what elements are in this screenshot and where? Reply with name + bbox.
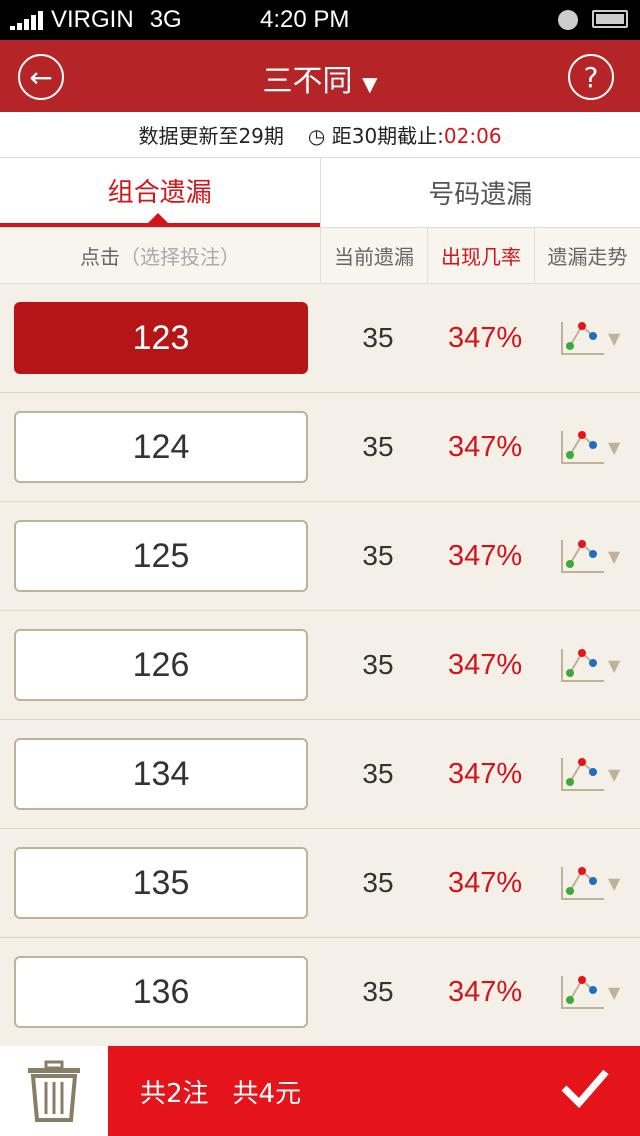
trend-button[interactable]: ▼ — [560, 538, 620, 574]
trend-button[interactable]: ▼ — [560, 647, 620, 683]
number-button[interactable]: 136 — [14, 956, 308, 1028]
countdown: 02:06 — [443, 124, 502, 148]
number-button[interactable]: 135 — [14, 847, 308, 919]
carrier: VIRGIN — [51, 6, 134, 33]
col-select-hint: （选择投注） — [120, 245, 240, 269]
col-select-label: 点击 — [80, 245, 120, 269]
clock-icon: ◷ — [307, 124, 326, 148]
table-body: 123 35 347% ▼ 124 35 347% ▼ 125 35 347% … — [0, 284, 640, 1047]
probability: 347% — [448, 757, 523, 790]
probability: 347% — [448, 648, 523, 681]
bet-count: 共2注 — [140, 1078, 209, 1109]
col-select: 点击 （选择投注） — [0, 228, 320, 283]
dropdown-triangle-icon: ▼ — [608, 546, 621, 566]
tab-number-miss[interactable]: 号码遗漏 — [319, 158, 640, 227]
trend-chart-icon — [561, 322, 604, 355]
current-miss: 35 — [362, 649, 394, 680]
network: 3G — [149, 6, 182, 33]
page-title[interactable]: 三不同 ▼ — [0, 56, 640, 100]
dropdown-triangle-icon: ▼ — [362, 72, 378, 96]
trend-chart-icon — [561, 867, 604, 900]
table-row: 134 35 347% ▼ — [0, 720, 640, 829]
current-miss: 35 — [362, 867, 394, 898]
back-arrow-icon: ← — [29, 60, 53, 94]
tab-combination-miss[interactable]: 组合遗漏 — [0, 158, 320, 227]
trend-button[interactable]: ▼ — [560, 865, 620, 901]
table-header: 点击 （选择投注） 当前遗漏 出现几率 遗漏走势 — [0, 228, 640, 284]
help-button[interactable]: ? — [568, 54, 614, 100]
trend-button[interactable]: ▼ — [560, 756, 620, 792]
clock-time: 4:20 PM — [260, 6, 350, 33]
trend-chart-icon — [561, 758, 604, 791]
current-miss: 35 — [362, 322, 394, 353]
table-row: 136 35 347% ▼ — [0, 938, 640, 1047]
trend-chart-icon — [561, 976, 604, 1009]
battery-icon — [592, 10, 628, 28]
current-miss: 35 — [362, 976, 394, 1007]
probability: 347% — [448, 321, 523, 354]
number-button[interactable]: 126 — [14, 629, 308, 701]
alarm-icon — [558, 10, 578, 30]
bet-amount: 共4元 — [232, 1078, 302, 1109]
number-button[interactable]: 123 — [14, 302, 308, 374]
back-button[interactable]: ← — [18, 54, 64, 100]
trash-icon — [28, 1060, 80, 1122]
table-row: 123 35 347% ▼ — [0, 284, 640, 393]
title-text: 三不同 — [262, 64, 353, 99]
dropdown-triangle-icon: ▼ — [608, 764, 621, 784]
current-miss: 35 — [362, 758, 394, 789]
trend-chart-icon — [561, 649, 604, 682]
dropdown-triangle-icon: ▼ — [608, 655, 621, 675]
col-trend: 遗漏走势 — [534, 228, 640, 283]
number-button[interactable]: 134 — [14, 738, 308, 810]
tabs: 组合遗漏 号码遗漏 — [0, 158, 640, 228]
table-row: 124 35 347% ▼ — [0, 393, 640, 502]
trend-button[interactable]: ▼ — [560, 429, 620, 465]
dropdown-triangle-icon: ▼ — [608, 873, 621, 893]
probability: 347% — [448, 430, 523, 463]
trend-button[interactable]: ▼ — [560, 974, 620, 1010]
update-text: 数据更新至29期 — [138, 124, 284, 148]
probability: 347% — [448, 975, 523, 1008]
table-row: 135 35 347% ▼ — [0, 829, 640, 938]
trend-button[interactable]: ▼ — [560, 320, 620, 356]
dropdown-triangle-icon: ▼ — [608, 328, 621, 348]
confirm-check-icon[interactable] — [560, 1066, 610, 1110]
probability: 347% — [448, 866, 523, 899]
trend-chart-icon — [561, 431, 604, 464]
deadline: ◷ 距30期截止:02:06 — [308, 120, 502, 149]
dropdown-triangle-icon: ▼ — [608, 982, 621, 1002]
info-bar: 数据更新至29期 ◷ 距30期截止:02:06 — [0, 112, 640, 158]
bottom-bar: 共2注 共4元 — [0, 1046, 640, 1136]
table-row: 126 35 347% ▼ — [0, 611, 640, 720]
dropdown-triangle-icon: ▼ — [608, 437, 621, 457]
trend-chart-icon — [561, 540, 604, 573]
table-row: 125 35 347% ▼ — [0, 502, 640, 611]
probability: 347% — [448, 539, 523, 572]
current-miss: 35 — [362, 431, 394, 462]
col-current: 当前遗漏 — [320, 228, 427, 283]
signal-icon — [10, 10, 43, 30]
nav-bar: ← 三不同 ▼ ? — [0, 40, 640, 112]
deadline-label: 距30期截止: — [331, 124, 444, 148]
number-button[interactable]: 125 — [14, 520, 308, 592]
summary: 共2注 共4元 — [108, 1046, 640, 1136]
clear-button[interactable] — [0, 1046, 108, 1136]
col-rate: 出现几率 — [427, 228, 534, 283]
status-bar: VIRGIN 3G 4:20 PM — [0, 0, 640, 40]
current-miss: 35 — [362, 540, 394, 571]
number-button[interactable]: 124 — [14, 411, 308, 483]
